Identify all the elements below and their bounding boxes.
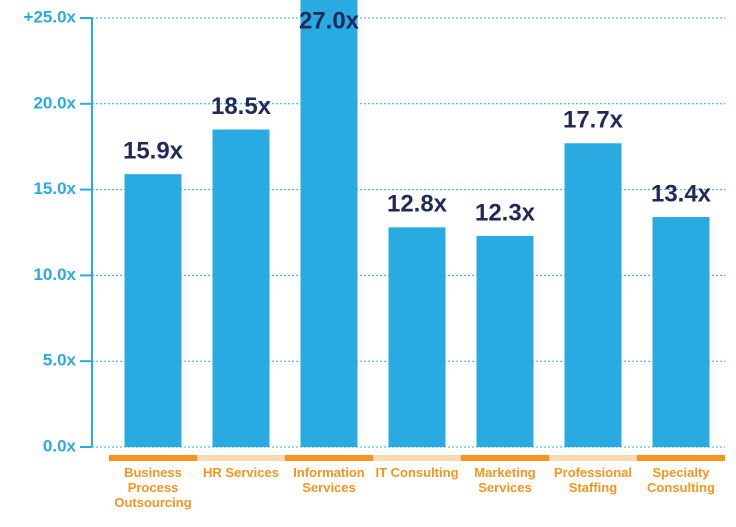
x-tick-label: Specialty Consulting	[647, 465, 715, 495]
y-tick-label: 10.0x	[33, 265, 76, 284]
x-tick-label: Marketing Services	[474, 465, 536, 495]
x-tick-label: HR Services	[203, 465, 279, 480]
category-stripe	[637, 455, 725, 461]
x-tick-label: Business Process Outsourcing	[114, 465, 192, 510]
y-tick-label: 5.0x	[43, 351, 77, 370]
value-label: 15.9x	[123, 137, 184, 164]
category-stripe	[285, 455, 373, 461]
category-stripe	[549, 455, 637, 461]
category-stripe	[373, 455, 461, 461]
bar	[300, 0, 358, 447]
bar	[476, 235, 534, 447]
value-label: 27.0x	[299, 7, 360, 34]
value-label: 18.5x	[211, 93, 272, 120]
bar	[388, 227, 446, 447]
y-tick-label: 20.0x	[33, 93, 76, 112]
x-tick-label: Information Services	[293, 465, 365, 495]
x-tick-label: Professional Staffing	[553, 465, 633, 495]
y-tick-label: 15.0x	[33, 179, 76, 198]
bar	[212, 129, 270, 447]
x-tick-label: IT Consulting	[375, 465, 459, 480]
value-label: 12.8x	[387, 191, 448, 218]
category-stripe	[109, 455, 197, 461]
value-label: 13.4x	[651, 180, 712, 207]
bar	[124, 174, 182, 447]
bar	[564, 143, 622, 447]
category-stripe	[461, 455, 549, 461]
y-tick-label: +25.0x	[24, 7, 77, 26]
y-tick-label: 0.0x	[43, 436, 77, 455]
category-stripe	[197, 455, 285, 461]
value-label: 12.3x	[475, 199, 536, 226]
bar	[652, 217, 710, 447]
value-label: 17.7x	[563, 107, 624, 134]
